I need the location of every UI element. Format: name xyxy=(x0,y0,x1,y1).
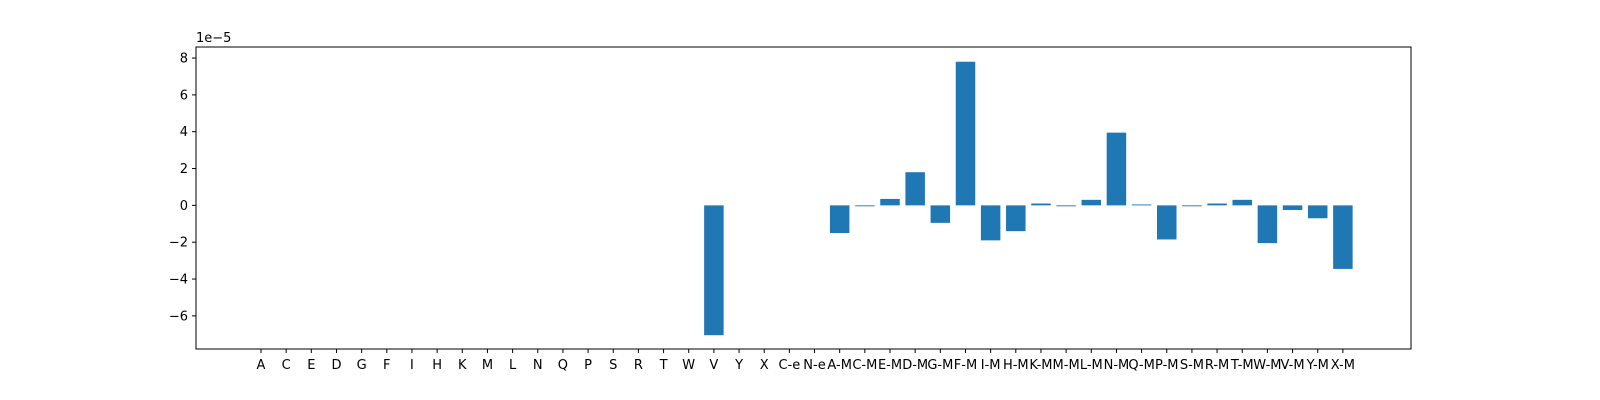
x-tick-label: L-M xyxy=(1080,358,1103,373)
x-tick-label: W xyxy=(682,358,695,373)
x-tick-label: N-M xyxy=(1104,358,1130,373)
bar-L-M xyxy=(1081,199,1102,206)
x-tick-label: T-M xyxy=(1230,358,1254,373)
bar-Y-M xyxy=(1307,205,1328,219)
bar-G-M xyxy=(930,205,951,223)
bar-C-M xyxy=(855,205,875,207)
x-tick-label: X xyxy=(760,358,769,373)
bar-W-M xyxy=(1257,205,1278,244)
y-offset-label: 1e−5 xyxy=(196,31,231,46)
bar-Q-M xyxy=(1131,204,1152,206)
x-tick-label: Y xyxy=(734,358,743,373)
y-tick-label: −6 xyxy=(169,309,188,324)
x-tick-label: N xyxy=(533,358,543,373)
bar-H-M xyxy=(1006,205,1026,232)
x-tick-label: I xyxy=(410,358,414,373)
x-tick-label: E-M xyxy=(878,358,902,373)
x-tick-label: S-M xyxy=(1180,358,1204,373)
x-tick-label: H xyxy=(432,358,442,373)
x-tick-label: P xyxy=(584,358,592,373)
bar-N-M xyxy=(1106,132,1127,206)
x-tick-label: A-M xyxy=(827,358,852,373)
y-tick-label: −4 xyxy=(169,273,188,288)
x-tick-label: Q xyxy=(558,358,568,373)
x-tick-label: T xyxy=(659,358,668,373)
bar-V xyxy=(704,205,724,336)
x-tick-label: C-M xyxy=(852,358,877,373)
bar-V-M xyxy=(1282,205,1303,210)
x-tick-label: W-M xyxy=(1253,358,1281,373)
y-tick-label: 0 xyxy=(180,199,188,214)
x-tick-label: D xyxy=(331,358,341,373)
y-tick-label: 4 xyxy=(180,125,188,140)
y-axis: −6 −4 −2 0 2 4 6 8 xyxy=(169,52,196,324)
x-tick-label: M-M xyxy=(1053,358,1080,373)
x-tick-label: Q-M xyxy=(1128,358,1155,373)
y-tick-label: 6 xyxy=(180,88,188,103)
y-tick-label: 2 xyxy=(180,162,188,177)
x-tick-label: R-M xyxy=(1205,358,1229,373)
x-tick-label: X-M xyxy=(1331,358,1355,373)
bar-F-M xyxy=(955,61,976,206)
x-tick-label: P-M xyxy=(1155,358,1178,373)
x-tick-label: I-M xyxy=(981,358,1001,373)
x-tick-label: Y-M xyxy=(1306,358,1329,373)
bar-R-M xyxy=(1207,203,1227,206)
x-tick-label: E xyxy=(307,358,315,373)
x-tick-label: K-M xyxy=(1029,358,1052,373)
bar-X-M xyxy=(1333,205,1353,269)
bar-S-M xyxy=(1182,205,1202,207)
x-tick-label: C-e xyxy=(778,358,800,373)
x-tick-label: V xyxy=(709,358,718,373)
y-tick-label: 8 xyxy=(180,52,188,67)
x-tick-label: M xyxy=(482,358,493,373)
x-tick-label: H-M xyxy=(1003,358,1029,373)
bar-P-M xyxy=(1157,205,1177,240)
x-tick-label: G xyxy=(357,358,367,373)
x-tick-label: N-e xyxy=(803,358,825,373)
bar-I-M xyxy=(980,205,1001,241)
bar-M-M xyxy=(1056,205,1076,207)
plot-frame xyxy=(195,46,1412,350)
x-tick-label: K xyxy=(458,358,467,373)
bar-D-M xyxy=(905,172,925,206)
x-tick-label: F xyxy=(383,358,390,373)
x-axis: A C E D G F I H K M L N Q P S R T W V Y X C-e N-e A-M C-M E-M D-M G… xyxy=(257,349,1355,373)
y-tick-label: −2 xyxy=(169,236,188,251)
x-tick-label: A xyxy=(257,358,266,373)
x-tick-label: F-M xyxy=(954,358,977,373)
x-tick-label: R xyxy=(634,358,643,373)
bars-layer xyxy=(704,61,1353,336)
bar-A-M xyxy=(829,205,850,233)
x-tick-label: D-M xyxy=(902,358,928,373)
x-tick-label: C xyxy=(282,358,291,373)
bar-T-M xyxy=(1232,199,1252,206)
x-tick-label: V-M xyxy=(1281,358,1305,373)
x-tick-label: S xyxy=(609,358,617,373)
bar-K-M xyxy=(1031,203,1051,206)
x-tick-label: G-M xyxy=(927,358,953,373)
x-tick-label: L xyxy=(509,358,517,373)
bar-E-M xyxy=(880,198,900,206)
